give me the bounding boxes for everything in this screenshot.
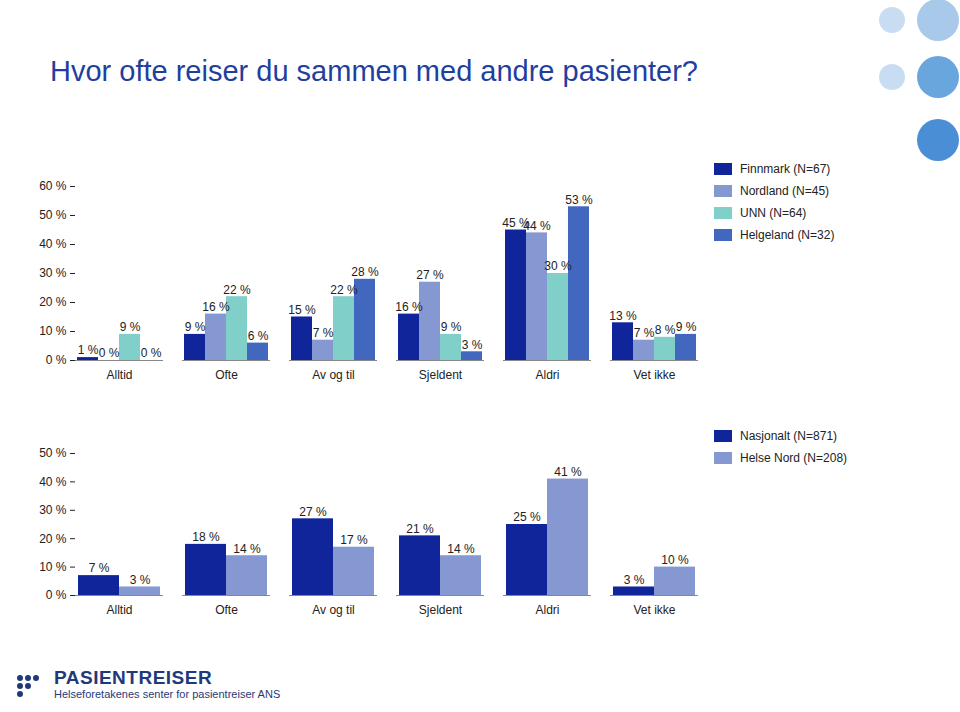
svg-text:Vet ikke: Vet ikke — [633, 603, 675, 617]
svg-text:60 %: 60 % — [39, 179, 67, 193]
svg-text:27 %: 27 % — [416, 268, 444, 282]
svg-text:28 %: 28 % — [351, 265, 379, 279]
svg-text:Ofte: Ofte — [215, 368, 238, 382]
svg-text:8 %: 8 % — [655, 323, 676, 337]
svg-text:50 %: 50 % — [39, 208, 67, 222]
html-text:UNN (N=64): UNN (N=64) — [740, 206, 807, 220]
svg-text:3 %: 3 % — [462, 338, 483, 352]
svg-text:45 %: 45 % — [502, 215, 530, 230]
svg-text:Av og til: Av og til — [312, 368, 354, 382]
svg-text:Alltid: Alltid — [106, 603, 132, 617]
svg-text:6 %: 6 % — [248, 329, 269, 343]
html-text:Finnmark (N=67): Finnmark (N=67) — [740, 162, 831, 176]
svg-text:22 %: 22 % — [223, 283, 251, 297]
svg-text:30 %: 30 % — [544, 259, 572, 273]
svg-text:7 %: 7 % — [634, 326, 655, 340]
html-text:Helgeland (N=32): Helgeland (N=32) — [740, 228, 835, 242]
svg-text:Aldri: Aldri — [535, 603, 559, 617]
svg-text:9 %: 9 % — [441, 320, 462, 334]
svg-text:9 %: 9 % — [676, 320, 697, 334]
svg-text:1 %: 1 % — [78, 343, 99, 357]
svg-text:21 %: 21 % — [406, 522, 434, 536]
svg-text:16 %: 16 % — [202, 300, 230, 314]
svg-text:27 %: 27 % — [299, 505, 327, 519]
svg-text:44 %: 44 % — [523, 219, 551, 233]
svg-text:0 %: 0 % — [141, 346, 162, 360]
svg-text:25 %: 25 % — [513, 510, 541, 524]
svg-text:9 %: 9 % — [120, 320, 141, 334]
svg-text:Sjeldent: Sjeldent — [419, 368, 463, 382]
svg-text:16 %: 16 % — [395, 300, 423, 314]
html-text:Hvor ofte reiser du sammen med: Hvor ofte reiser du sammen med andre pas… — [50, 55, 698, 87]
svg-text:18 %: 18 % — [192, 530, 220, 544]
svg-text:13 %: 13 % — [609, 309, 637, 323]
svg-text:3 %: 3 % — [130, 573, 151, 587]
svg-text:Ofte: Ofte — [215, 603, 238, 617]
svg-text:7 %: 7 % — [313, 326, 334, 340]
svg-text:20 %: 20 % — [39, 295, 67, 309]
svg-text:17 %: 17 % — [340, 533, 368, 547]
html-text:Helseforetakenes senter for pa: Helseforetakenes senter for pasientreise… — [54, 688, 281, 700]
svg-text:40 %: 40 % — [39, 237, 67, 251]
svg-text:Aldri: Aldri — [535, 368, 559, 382]
svg-text:0 %: 0 % — [99, 346, 120, 360]
html-text:Helse Nord (N=208): Helse Nord (N=208) — [740, 451, 847, 465]
svg-text:41 %: 41 % — [554, 465, 582, 479]
svg-text:53 %: 53 % — [565, 193, 593, 207]
svg-text:14 %: 14 % — [233, 542, 261, 556]
svg-text:10 %: 10 % — [661, 553, 689, 567]
svg-text:0 %: 0 % — [46, 353, 67, 367]
html-text:Nasjonalt (N=871): Nasjonalt (N=871) — [740, 429, 838, 443]
svg-text:0 %: 0 % — [46, 588, 67, 602]
svg-text:30 %: 30 % — [39, 503, 67, 517]
svg-text:Vet ikke: Vet ikke — [633, 368, 675, 382]
svg-text:9 %: 9 % — [185, 320, 206, 334]
svg-text:14 %: 14 % — [447, 542, 475, 556]
svg-text:40 %: 40 % — [39, 475, 67, 489]
svg-text:22 %: 22 % — [330, 283, 358, 297]
svg-text:10 %: 10 % — [39, 324, 67, 338]
svg-text:Sjeldent: Sjeldent — [419, 603, 463, 617]
svg-text:15 %: 15 % — [288, 303, 316, 317]
svg-text:Alltid: Alltid — [106, 368, 132, 382]
html-text:Nordland (N=45): Nordland (N=45) — [740, 184, 829, 198]
svg-text:30 %: 30 % — [39, 266, 67, 280]
svg-text:20 %: 20 % — [39, 532, 67, 546]
html-text:PASIENTREISER: PASIENTREISER — [54, 667, 213, 688]
svg-text:50 %: 50 % — [39, 446, 67, 460]
svg-text:10 %: 10 % — [39, 560, 67, 574]
svg-text:Av og til: Av og til — [312, 603, 354, 617]
svg-text:7 %: 7 % — [89, 561, 110, 575]
svg-text:3 %: 3 % — [624, 573, 645, 587]
